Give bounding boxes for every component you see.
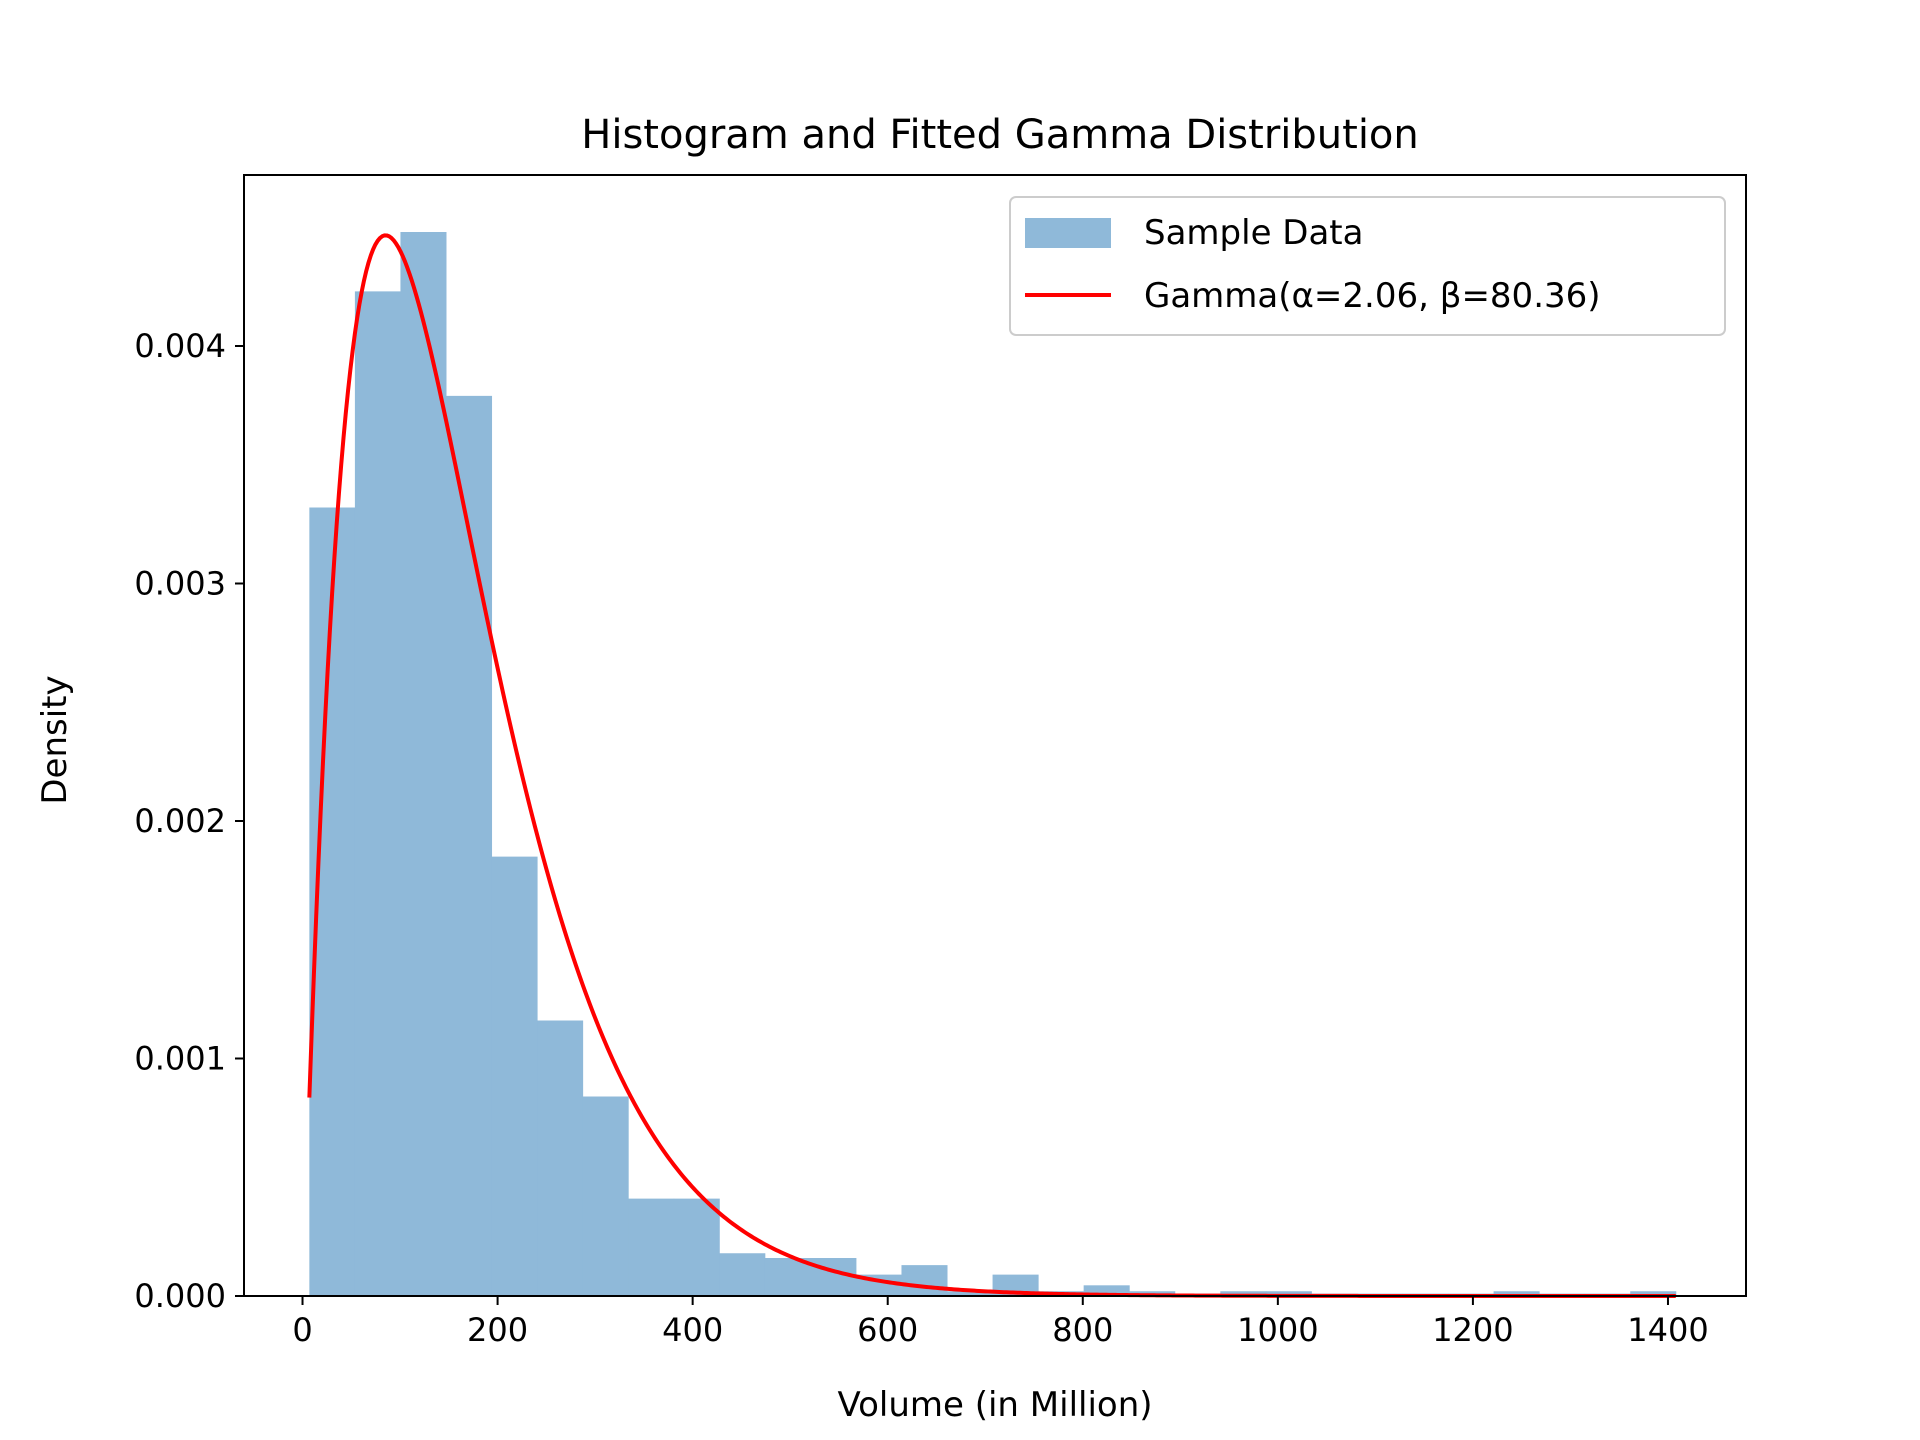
histogram-bars xyxy=(309,232,1677,1296)
y-tick-label: 0.001 xyxy=(134,1040,226,1078)
x-tick-label: 1400 xyxy=(1627,1311,1708,1349)
legend-label-sample-data: Sample Data xyxy=(1144,213,1363,253)
histogram-bar xyxy=(1493,1291,1540,1296)
histogram-bar xyxy=(582,1096,629,1296)
x-tick-label: 600 xyxy=(857,1311,918,1349)
histogram-bar xyxy=(673,1198,720,1296)
histogram-bar xyxy=(628,1198,675,1296)
x-axis-ticks: 0 200 400 600 800 1000 1200 1400 xyxy=(292,1296,1709,1349)
legend-swatch-sample-data xyxy=(1025,218,1111,248)
y-axis-label: Density xyxy=(35,675,75,804)
y-tick-label: 0.000 xyxy=(134,1277,226,1315)
legend-label-gamma-fit: Gamma(α=2.06, β=80.36) xyxy=(1144,276,1601,316)
x-tick-label: 400 xyxy=(662,1311,723,1349)
histogram-bar xyxy=(1220,1291,1267,1296)
y-tick-label: 0.003 xyxy=(134,565,226,603)
histogram-bar xyxy=(1265,1291,1312,1296)
y-tick-label: 0.002 xyxy=(134,802,226,840)
legend-box xyxy=(1009,196,1726,336)
x-tick-label: 1200 xyxy=(1432,1311,1513,1349)
histogram-bar xyxy=(400,232,447,1296)
chart-title: Histogram and Fitted Gamma Distribution xyxy=(581,112,1419,158)
axes-frame xyxy=(243,174,1747,1297)
legend: Sample Data Gamma(α=2.06, β=80.36) xyxy=(1009,196,1726,336)
x-tick-label: 200 xyxy=(467,1311,528,1349)
histogram-bar xyxy=(537,1020,584,1296)
histogram-bar xyxy=(901,1265,948,1296)
x-axis-label: Volume (in Million) xyxy=(837,1385,1152,1425)
x-tick-label: 0 xyxy=(292,1311,312,1349)
x-tick-label: 800 xyxy=(1052,1311,1113,1349)
histogram-bar xyxy=(810,1258,857,1296)
histogram-bar xyxy=(491,856,538,1296)
histogram-bar xyxy=(764,1258,811,1296)
histogram-bar xyxy=(947,1291,994,1296)
histogram-bar xyxy=(445,395,493,1296)
x-tick-label: 1000 xyxy=(1237,1311,1318,1349)
y-tick-label: 0.004 xyxy=(134,327,226,365)
histogram-bar xyxy=(354,291,401,1296)
histogram-bar xyxy=(1630,1291,1677,1296)
histogram-bar xyxy=(719,1253,766,1296)
y-axis-ticks: 0.000 0.001 0.002 0.003 0.004 xyxy=(134,327,244,1315)
histogram-bar xyxy=(1083,1285,1130,1296)
